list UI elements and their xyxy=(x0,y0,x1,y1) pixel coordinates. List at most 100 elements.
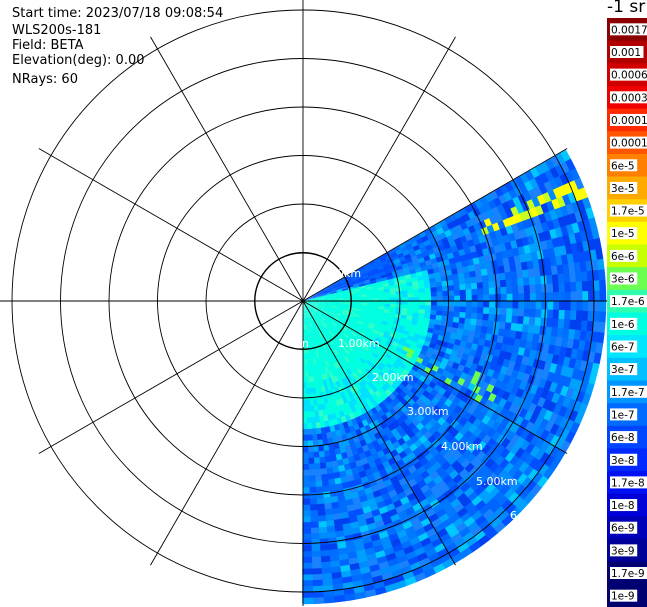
data-cell xyxy=(347,336,354,343)
data-cell xyxy=(306,329,310,337)
data-cell xyxy=(383,330,392,337)
data-cell xyxy=(492,491,505,503)
data-cell xyxy=(346,368,353,376)
data-cell xyxy=(395,248,404,256)
data-cell xyxy=(532,405,543,417)
data-cell xyxy=(498,397,508,409)
data-cell xyxy=(303,312,305,320)
data-cell xyxy=(315,392,321,400)
data-cell xyxy=(497,510,510,523)
colorbar-tick-label: 1e-8 xyxy=(611,500,635,512)
data-cell xyxy=(397,343,405,350)
data-cell xyxy=(493,506,506,519)
data-cell xyxy=(455,333,463,341)
data-cell xyxy=(483,254,492,263)
data-cell xyxy=(529,292,537,302)
data-cell xyxy=(450,532,463,544)
data-cell xyxy=(303,312,305,320)
data-cell xyxy=(314,327,319,334)
data-cell xyxy=(313,292,320,296)
data-cell xyxy=(346,381,353,390)
data-cell xyxy=(328,358,334,366)
data-cell xyxy=(361,355,369,363)
data-cell xyxy=(390,297,397,302)
data-cell xyxy=(486,267,494,276)
data-cell xyxy=(330,309,338,313)
data-cell xyxy=(326,302,333,305)
data-cell xyxy=(371,265,379,271)
data-cell xyxy=(394,280,402,286)
data-cell xyxy=(457,345,466,354)
data-cell xyxy=(307,329,311,336)
data-cell xyxy=(507,465,520,478)
data-cell xyxy=(391,341,400,348)
data-cell xyxy=(412,350,421,358)
data-cell xyxy=(517,308,525,318)
data-cell xyxy=(334,314,342,318)
data-cell xyxy=(418,309,426,315)
data-cell xyxy=(523,491,536,505)
data-cell xyxy=(412,308,420,314)
data-cell xyxy=(304,312,307,319)
data-cell xyxy=(355,389,362,398)
data-cell xyxy=(305,318,308,325)
data-cell xyxy=(451,268,459,276)
data-cell xyxy=(459,254,468,262)
data-cell xyxy=(315,313,321,319)
data-cell xyxy=(324,366,330,374)
data-cell xyxy=(329,310,337,315)
data-cell xyxy=(470,282,478,290)
data-cell xyxy=(544,158,556,171)
data-cell xyxy=(436,291,444,297)
data-cell xyxy=(395,304,403,309)
data-cell xyxy=(325,291,332,295)
data-cell xyxy=(536,396,547,409)
data-cell xyxy=(325,307,332,311)
colorbar-tick-label: 1.7e-7 xyxy=(611,387,645,399)
data-cell xyxy=(576,241,585,254)
data-cell xyxy=(494,301,502,309)
data-cell xyxy=(459,306,467,313)
data-cell xyxy=(308,299,316,301)
data-cell xyxy=(330,460,339,468)
data-cell xyxy=(369,354,377,362)
data-cell xyxy=(395,294,403,298)
data-cell xyxy=(365,314,372,319)
data-cell xyxy=(308,296,315,300)
data-cell xyxy=(396,301,403,305)
data-cell xyxy=(331,307,338,310)
data-cell xyxy=(306,305,311,311)
data-cell xyxy=(577,339,586,352)
data-cell xyxy=(425,494,437,505)
data-cell xyxy=(372,305,380,310)
data-cell xyxy=(402,249,411,257)
data-cell xyxy=(335,341,341,348)
data-cell xyxy=(522,465,535,478)
colorbar-label-box xyxy=(610,272,638,285)
data-cell xyxy=(500,307,508,316)
data-cell xyxy=(447,279,455,287)
data-cell xyxy=(303,324,306,331)
data-cell xyxy=(363,262,371,269)
data-cell xyxy=(474,350,483,360)
data-cell xyxy=(314,297,321,300)
data-cell xyxy=(311,309,316,315)
data-cell xyxy=(313,305,320,309)
data-cell xyxy=(316,356,321,364)
data-cell xyxy=(393,338,401,345)
data-cell xyxy=(534,449,546,462)
data-cell xyxy=(322,313,329,318)
data-cell xyxy=(498,321,507,330)
data-cell xyxy=(341,396,349,405)
data-cell xyxy=(381,336,389,343)
data-cell xyxy=(321,314,328,320)
data-cell xyxy=(336,392,343,401)
data-cell xyxy=(315,320,320,327)
data-cell xyxy=(451,322,460,329)
data-cell xyxy=(333,280,340,285)
nrays-value: NRays: 60 xyxy=(12,72,78,87)
data-cell xyxy=(340,283,348,288)
data-cell xyxy=(450,245,459,253)
data-cell xyxy=(401,304,409,309)
data-cell xyxy=(325,461,333,469)
